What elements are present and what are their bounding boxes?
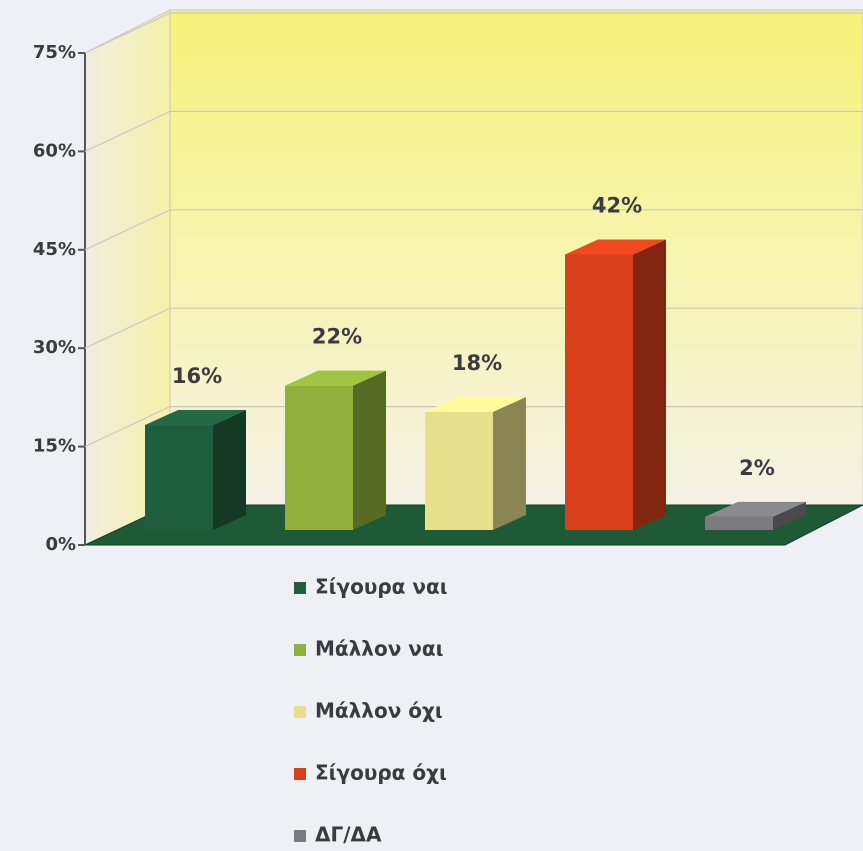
y-tick-label: 30%: [33, 337, 76, 358]
value-label: 42%: [592, 193, 642, 217]
bar-top: [425, 396, 526, 412]
legend-swatch: [294, 644, 306, 656]
legend-swatch: [294, 582, 306, 594]
bar-side: [633, 239, 666, 531]
bar-top: [145, 410, 246, 426]
bar-side: [213, 410, 246, 530]
bar: [145, 425, 213, 530]
bar-top: [285, 370, 386, 386]
legend-label: ΔΓ/ΔΑ: [315, 823, 382, 847]
value-label: 2%: [739, 456, 775, 480]
legend-label: Μάλλον ναι: [315, 637, 443, 661]
value-label: 18%: [452, 351, 502, 375]
grid-line: [84, 110, 863, 152]
bar: [285, 385, 353, 530]
value-label: 22%: [312, 325, 362, 349]
legend-label: Σίγουρα όχι: [315, 761, 447, 785]
bar-side: [493, 396, 526, 530]
bar-side: [353, 370, 386, 530]
legend-label: Σίγουρα ναι: [315, 575, 448, 599]
legend-swatch: [294, 830, 306, 842]
legend-label: Μάλλον όχι: [315, 699, 443, 723]
y-tick-label: 0%: [45, 534, 76, 555]
grid-line: [84, 12, 863, 54]
bar: [705, 516, 773, 530]
grid-line: [84, 209, 863, 251]
bar-side: [773, 501, 806, 530]
legend-swatch: [294, 706, 306, 718]
bar: [565, 254, 633, 531]
bar: [425, 411, 493, 530]
legend-swatch: [294, 768, 306, 780]
y-tick-label: 15%: [33, 436, 76, 457]
value-label: 16%: [172, 364, 222, 388]
y-tick-label: 45%: [33, 239, 76, 260]
y-tick-label: 75%: [33, 42, 76, 63]
y-tick-label: 60%: [33, 140, 76, 161]
bar-top: [705, 501, 806, 517]
bar-top: [565, 239, 666, 255]
